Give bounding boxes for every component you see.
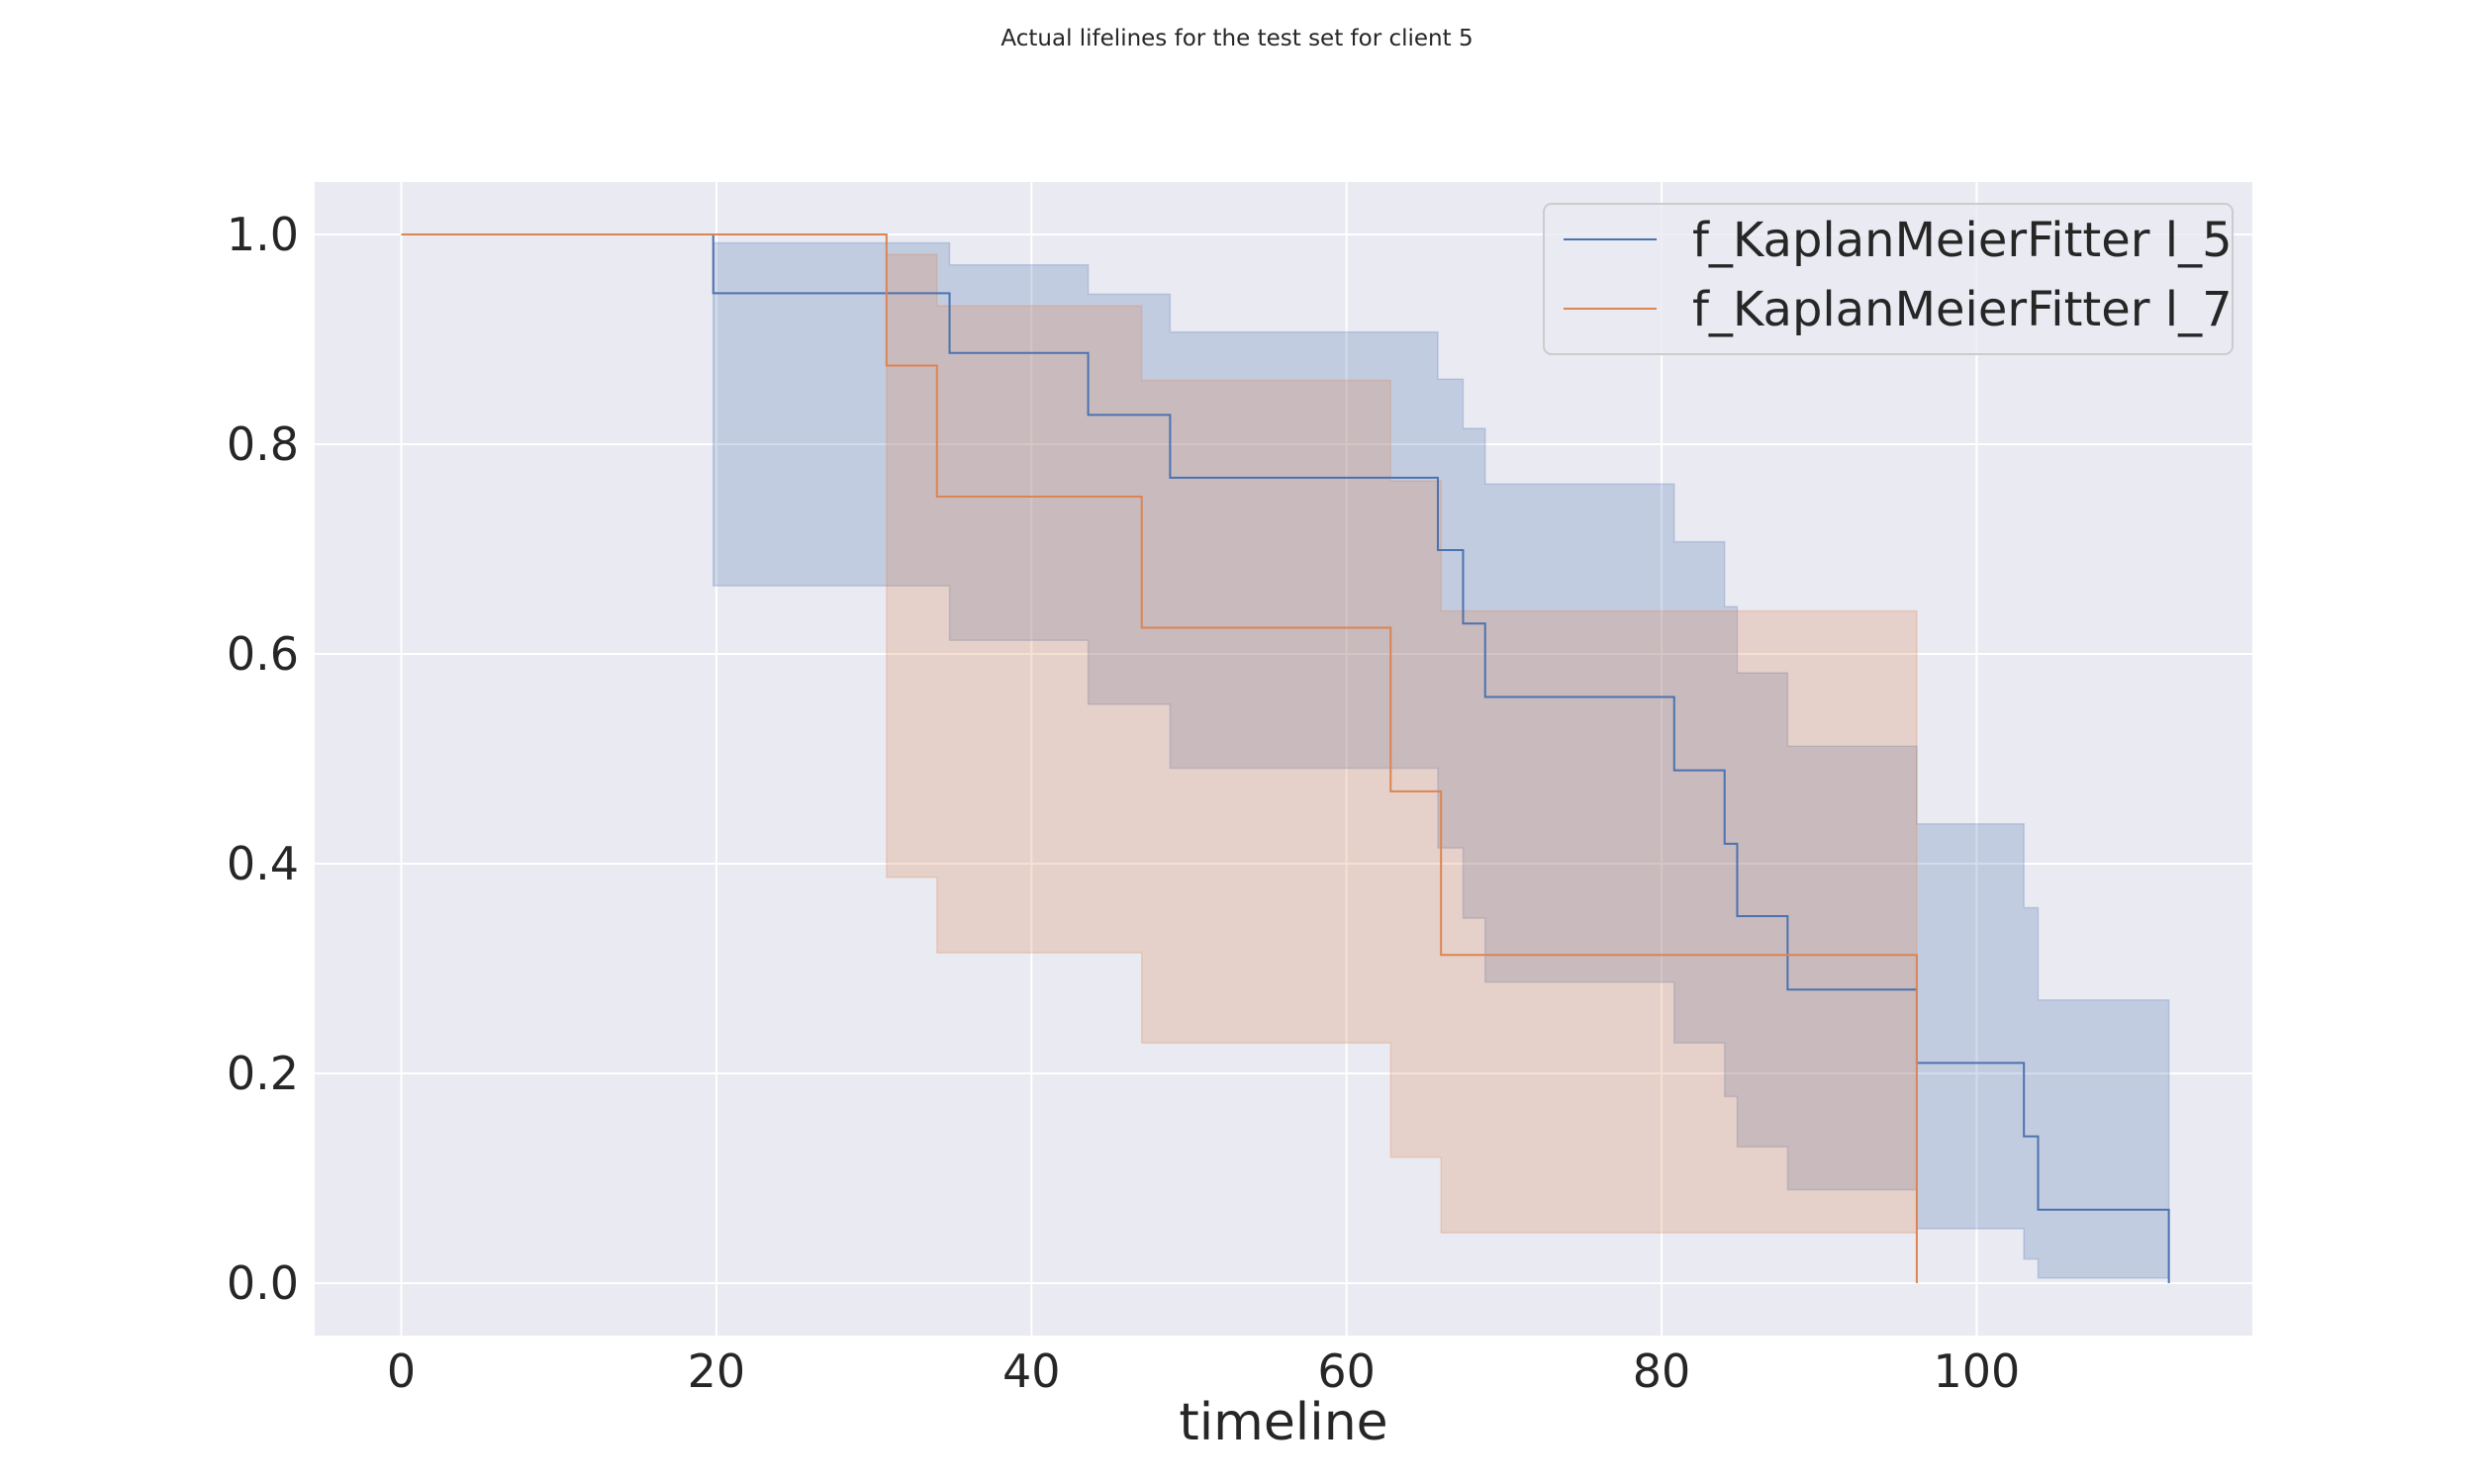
grid-lines [315, 182, 2252, 1336]
x-axis-label: timeline [1179, 1393, 1387, 1452]
survival-curves [401, 233, 2170, 1283]
survival-line-series-1 [401, 233, 2170, 1283]
legend-label-series-1: f_KaplanMeierFitter l_5 [1692, 213, 2233, 268]
y-tick-label: 0.0 [227, 1256, 299, 1310]
x-tick-label: 60 [1317, 1345, 1376, 1398]
legend-label-series-2: f_KaplanMeierFitter l_7 [1692, 282, 2233, 337]
x-tick-label: 80 [1633, 1345, 1691, 1398]
legend: f_KaplanMeierFitter l_5 f_KaplanMeierFitt… [1543, 203, 2234, 355]
x-tick-label: 100 [1934, 1345, 2021, 1398]
plot-background [315, 182, 2252, 1336]
y-tick-label: 0.4 [227, 837, 299, 890]
y-tick-label: 0.8 [227, 417, 299, 471]
y-axis-ticks: 0.0 0.2 0.4 0.6 0.8 1.0 [227, 208, 299, 1310]
confidence-band-series-1 [401, 233, 2170, 1279]
x-tick-label: 20 [688, 1345, 746, 1398]
legend-box [1543, 203, 2234, 355]
x-tick-label: 40 [1002, 1345, 1061, 1398]
confidence-band-series-2 [401, 233, 1918, 1234]
confidence-bands [401, 233, 2170, 1279]
survival-line-series-2 [401, 233, 1918, 1283]
y-tick-label: 0.2 [227, 1047, 299, 1100]
chart-title: Actual lifelines for the test set for cl… [1000, 26, 1474, 51]
y-tick-label: 1.0 [227, 208, 299, 261]
y-tick-label: 0.6 [227, 627, 299, 681]
x-axis-ticks: 0 20 40 60 80 100 [387, 1345, 2020, 1398]
x-tick-label: 0 [387, 1345, 416, 1398]
